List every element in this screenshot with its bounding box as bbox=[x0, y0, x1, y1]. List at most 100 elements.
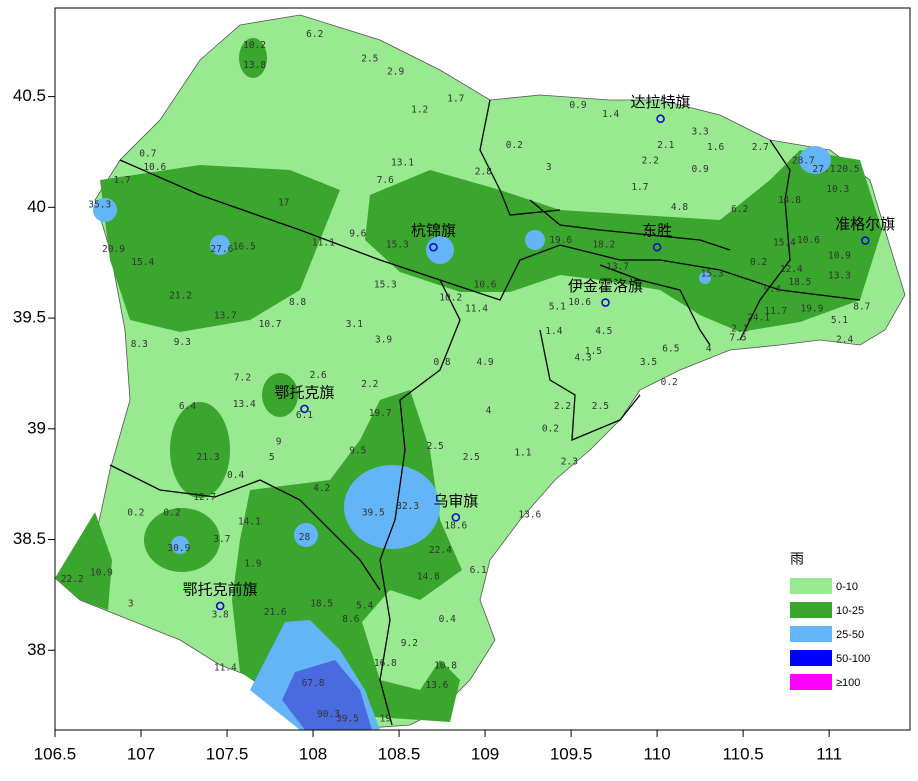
x-tick-label: 107 bbox=[127, 744, 155, 763]
station-value: 2.5 bbox=[361, 53, 378, 64]
station-value: 0.4 bbox=[439, 614, 456, 625]
city-name: 准格尔旗 bbox=[835, 215, 895, 233]
city-name: 东胜 bbox=[642, 222, 672, 240]
overlay: 106.5 107 107.5 108 108.5 109 109.5 110 110.5 111… bbox=[13, 29, 895, 763]
station-value: 3.1 bbox=[346, 319, 363, 330]
city-name: 伊金霍洛旗 bbox=[568, 277, 643, 295]
station-value: 0.2 bbox=[750, 257, 767, 268]
city-marker bbox=[860, 236, 870, 245]
station-value: 4.5 bbox=[595, 326, 612, 337]
station-value: 2.2 bbox=[554, 401, 571, 412]
station-value: 2.7 bbox=[752, 142, 769, 153]
station-value: 6.2 bbox=[731, 204, 748, 215]
station-value: 0.8 bbox=[433, 357, 450, 368]
station-value: 21.3 bbox=[197, 452, 220, 463]
legend-title: 雨 bbox=[790, 551, 804, 567]
y-tick-label: 38 bbox=[27, 640, 46, 659]
station-value: 15.4 bbox=[131, 257, 154, 268]
station-value: 10.9 bbox=[90, 567, 113, 578]
station-value: 11.4 bbox=[465, 304, 488, 315]
shading bbox=[55, 14, 906, 730]
station-value: 16.8 bbox=[374, 658, 397, 669]
legend-swatch bbox=[790, 578, 832, 594]
station-value: 21.2 bbox=[169, 290, 192, 301]
map-frame bbox=[54, 7, 911, 731]
legend-label: 50-100 bbox=[836, 653, 870, 665]
station-value: 16.5 bbox=[233, 242, 256, 253]
station-value: 0.4 bbox=[227, 470, 244, 481]
station-value: 8.7 bbox=[853, 301, 870, 312]
station-value: 27.1 bbox=[813, 164, 836, 175]
y-tick-label: 40 bbox=[27, 197, 46, 216]
legend-label: 0-10 bbox=[836, 581, 858, 593]
station-value: 19.9 bbox=[800, 304, 823, 315]
station-value: 0.9 bbox=[692, 164, 709, 175]
station-value: 4.9 bbox=[476, 357, 493, 368]
station-value: 19.6 bbox=[549, 235, 572, 246]
station-value: 13.6 bbox=[518, 510, 541, 521]
station-value: 6.5 bbox=[662, 344, 679, 355]
station-value: 4 bbox=[706, 344, 712, 355]
x-tick-label: 111 bbox=[816, 744, 842, 763]
city-marker bbox=[429, 242, 438, 252]
station-value: 9.4 bbox=[764, 284, 781, 295]
station-value: 13.7 bbox=[214, 310, 237, 321]
station-value: 15.3 bbox=[701, 268, 724, 279]
station-value: 5 bbox=[269, 452, 275, 463]
station-value: 13.3 bbox=[828, 270, 851, 281]
station-value: 3.7 bbox=[213, 534, 230, 545]
y-tick-label: 39 bbox=[27, 418, 46, 437]
station-value: 8.3 bbox=[131, 339, 148, 350]
station-value: 15.4 bbox=[773, 237, 796, 248]
station-value: 6.2 bbox=[306, 29, 323, 40]
legend-swatch bbox=[790, 626, 832, 642]
x-tick-label: 107.5 bbox=[206, 744, 249, 763]
station-value: 0.2 bbox=[506, 140, 523, 151]
station-value: 7.5 bbox=[729, 332, 746, 343]
legend-label: 25-50 bbox=[836, 629, 864, 641]
station-value: 24.1 bbox=[747, 313, 770, 324]
city-marker bbox=[451, 513, 461, 522]
station-value: 18.2 bbox=[592, 239, 615, 250]
station-value: 2.2 bbox=[361, 379, 378, 390]
station-value: 2.8 bbox=[475, 166, 492, 177]
station-value: 3.5 bbox=[640, 357, 657, 368]
city-marker bbox=[300, 404, 309, 414]
station-value: 30.9 bbox=[167, 543, 190, 554]
station-value: 0.2 bbox=[661, 377, 678, 388]
city-name: 乌审旗 bbox=[433, 492, 478, 510]
station-value: 10.6 bbox=[568, 297, 591, 308]
x-tick-label: 110.5 bbox=[722, 744, 763, 763]
station-value: 1.6 bbox=[707, 142, 724, 153]
station-value: 19.7 bbox=[369, 408, 392, 419]
station-value: 1.9 bbox=[244, 558, 261, 569]
station-value: 27.6 bbox=[210, 244, 233, 255]
station-value: 13.7 bbox=[606, 262, 629, 273]
station-value: 8.8 bbox=[289, 297, 306, 308]
station-value: 2.2 bbox=[642, 155, 659, 166]
station-value: 2.4 bbox=[836, 335, 853, 346]
station-value: 17 bbox=[278, 197, 289, 208]
station-value: 13.6 bbox=[425, 680, 448, 691]
station-value: 2.5 bbox=[592, 401, 609, 412]
station-value: 22.2 bbox=[61, 574, 84, 585]
station-value: 14.1 bbox=[238, 516, 261, 527]
station-value: 6.1 bbox=[296, 410, 313, 421]
station-value: 13.8 bbox=[243, 60, 266, 71]
station-value: 10.6 bbox=[797, 235, 820, 246]
station-value: 9.2 bbox=[401, 638, 418, 649]
region-50-100 bbox=[282, 660, 372, 730]
station-value: 13.1 bbox=[391, 158, 414, 169]
city-marker bbox=[656, 114, 665, 124]
station-value: 67.8 bbox=[302, 678, 325, 689]
legend-swatch bbox=[790, 650, 832, 666]
station-value: 19 bbox=[380, 713, 392, 724]
x-tick-label: 109.5 bbox=[550, 744, 593, 763]
station-value: 15.3 bbox=[374, 279, 397, 290]
x-tick-label: 108.5 bbox=[378, 744, 421, 763]
station-value: 20.9 bbox=[102, 244, 125, 255]
station-value: 9.5 bbox=[349, 445, 366, 456]
city-name: 鄂托克前旗 bbox=[183, 580, 258, 598]
station-value: 1.7 bbox=[447, 93, 464, 104]
